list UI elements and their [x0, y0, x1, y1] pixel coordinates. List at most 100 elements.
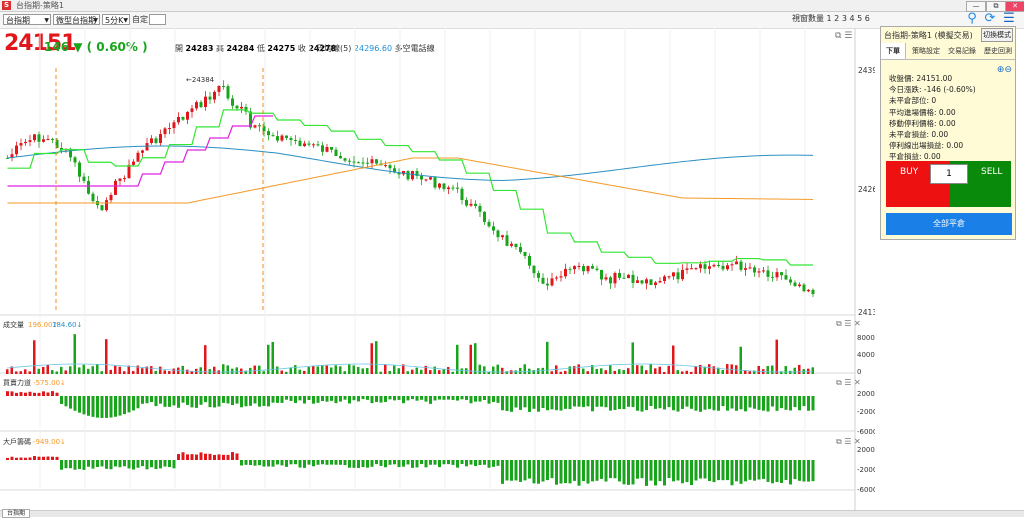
ma-orange-line: [7, 157, 814, 204]
large-holder-bar: [757, 460, 761, 480]
large-holder-bar: [321, 460, 324, 465]
tab-strategy-settings[interactable]: 策略設定: [912, 47, 940, 55]
large-holder-bar: [6, 457, 9, 460]
force-bar: [541, 396, 545, 408]
lightbulb-icon[interactable]: ⚲: [967, 11, 977, 26]
candle-body: [15, 145, 18, 155]
contract-select[interactable]: 微型台指期 ▼: [53, 14, 100, 25]
tab-backtest[interactable]: 歷史回測: [984, 47, 1012, 55]
force-bar: [618, 396, 621, 409]
tab-trade-log[interactable]: 交易記錄: [948, 47, 976, 55]
force-bar: [609, 396, 612, 411]
zoom-in-icon[interactable]: ⊕: [996, 65, 1005, 75]
volume-bar: [451, 371, 454, 374]
volume-bar: [685, 370, 688, 374]
close-window-button[interactable]: ✕: [1005, 1, 1024, 12]
large-holder-bar: [744, 460, 747, 482]
force-bar: [784, 396, 788, 410]
price-chart[interactable]: ←24384 24399 24269 24138 成交量 196.00↑ 184…: [0, 28, 875, 513]
volume-bar: [609, 364, 612, 374]
force-bar: [370, 396, 374, 404]
tab-order[interactable]: 下單: [881, 43, 906, 59]
force-bar: [204, 396, 207, 403]
volume-bar: [640, 365, 643, 374]
candle-body: [600, 269, 603, 280]
custom-input[interactable]: [149, 14, 166, 25]
force-bar: [235, 396, 239, 404]
force-bar: [663, 396, 666, 410]
volume-bar: [15, 371, 18, 374]
user-list-icon[interactable]: ☰: [1003, 11, 1015, 26]
view-count-options[interactable]: 1 2 3 4 5 6: [826, 14, 870, 23]
force-bar: [262, 396, 266, 406]
candle-body: [717, 264, 720, 266]
force-bar: [352, 396, 356, 401]
volume-pane-tools-icon[interactable]: ⧉ ☰ ✕: [836, 319, 861, 328]
force-bar: [64, 396, 68, 407]
zoom-out-icon[interactable]: ⊖: [1004, 65, 1012, 75]
candle-body: [640, 280, 644, 284]
quantity-input[interactable]: 1: [930, 164, 968, 184]
volume-bar: [276, 366, 279, 374]
candle-body: [573, 266, 576, 270]
switch-mode-button[interactable]: 切換模式: [981, 28, 1013, 42]
force-bar: [60, 396, 63, 404]
large-holder-bar: [465, 460, 468, 467]
large-holder-bar: [298, 460, 302, 468]
large-holder-bar: [10, 456, 14, 460]
candle-body: [127, 164, 131, 179]
volume-bar: [739, 346, 742, 374]
large-holder-bar: [496, 460, 500, 466]
ma-blue-line: [7, 145, 814, 182]
symbol-select[interactable]: 台指期 ▼: [3, 14, 51, 25]
force-bar: [46, 392, 50, 396]
candle-body: [514, 243, 518, 248]
force-bar: [640, 396, 644, 412]
large-holder-bar: [438, 460, 441, 468]
candle-body: [645, 279, 648, 284]
volume-bar: [447, 367, 450, 374]
large-holder-bar: [474, 460, 477, 466]
force-bar: [10, 391, 14, 396]
refresh-icon[interactable]: ⟳: [984, 11, 996, 26]
volume-bar: [478, 364, 481, 374]
symbol-select-value: 台指期: [6, 16, 30, 25]
candle-body: [240, 106, 243, 109]
info-close-price: 收盤價: 24151.00: [889, 74, 953, 83]
candle-body: [712, 264, 716, 267]
candle-body: [708, 266, 711, 269]
large-pane-tools-icon[interactable]: ⧉ ☰ ✕: [836, 437, 861, 446]
volume-bar: [136, 365, 139, 374]
large-holder-bar: [721, 460, 725, 481]
interval-select[interactable]: 5分K ▼: [102, 14, 130, 25]
minimize-button[interactable]: —: [966, 1, 986, 12]
volume-bar: [456, 344, 459, 374]
large-holder-bar: [145, 460, 149, 470]
force-bar: [505, 396, 509, 411]
volume-axis-0: 0: [857, 368, 861, 376]
strategy-panel: 台指期-策略1 (模擬交易) 切換模式 下單 策略設定 交易記錄 歷史回測 ⊕⊖…: [880, 26, 1016, 240]
large-holder-bar: [739, 460, 743, 484]
close-all-button[interactable]: 全部平倉: [886, 213, 1012, 235]
large-holder-bar: [537, 460, 540, 484]
volume-bar: [753, 370, 756, 374]
status-tab-symbol[interactable]: 台指期: [2, 509, 30, 518]
candle-body: [474, 203, 477, 206]
force-pane-tools-icon[interactable]: ⧉ ☰ ✕: [836, 378, 861, 387]
candle-body: [24, 141, 27, 144]
large-holder-bar: [753, 460, 756, 481]
main-pane-tools[interactable]: ⧉ ☰: [835, 31, 853, 41]
volume-bar: [51, 370, 54, 374]
force-bar: [636, 396, 639, 411]
volume-bar: [501, 367, 504, 374]
large-holder-bar: [649, 460, 653, 481]
volume-bar: [388, 371, 391, 374]
volume-bar: [289, 367, 292, 374]
large-holder-bar: [618, 460, 621, 482]
force-bar: [37, 392, 41, 396]
force-bar: [690, 396, 693, 409]
volume-bar: [622, 369, 625, 374]
price-axis-mid: 24269: [858, 185, 875, 194]
info-open-position: 未平倉部位: 0: [889, 96, 937, 106]
candle-body: [681, 269, 684, 280]
